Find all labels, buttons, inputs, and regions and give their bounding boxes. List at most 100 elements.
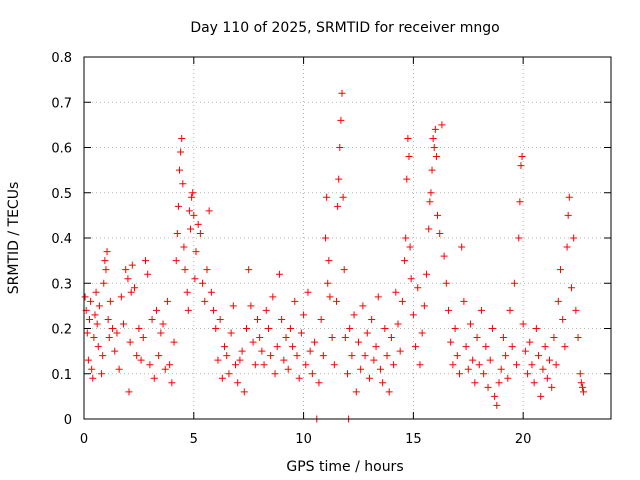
data-point	[495, 379, 503, 387]
data-point	[102, 266, 110, 274]
data-point	[350, 311, 358, 319]
data-point	[374, 293, 382, 301]
data-point	[135, 325, 143, 332]
data-point	[436, 229, 444, 237]
data-point	[84, 356, 92, 364]
data-point	[150, 374, 158, 382]
data-point	[565, 193, 573, 201]
data-point	[404, 134, 412, 142]
data-point	[513, 361, 521, 369]
data-point	[300, 311, 308, 319]
data-point	[199, 279, 207, 287]
x-tick-label: 20	[515, 432, 532, 447]
data-point	[473, 334, 481, 342]
data-point	[229, 302, 237, 310]
data-point	[181, 266, 189, 274]
data-point	[385, 388, 393, 396]
data-point	[458, 243, 466, 251]
data-point	[95, 302, 103, 310]
data-point	[379, 379, 387, 387]
data-point	[482, 343, 490, 351]
data-point	[190, 211, 198, 219]
data-point	[90, 334, 98, 342]
data-point	[221, 343, 229, 351]
data-point	[207, 288, 215, 296]
y-tick-label: 0.4	[51, 232, 72, 247]
data-point	[311, 338, 319, 346]
data-point	[322, 234, 330, 242]
data-point	[201, 297, 209, 305]
data-point	[306, 347, 314, 355]
data-point	[174, 202, 182, 210]
data-point	[338, 89, 346, 97]
data-point	[340, 266, 348, 274]
y-tick-label: 0.1	[51, 368, 72, 383]
data-point	[469, 356, 477, 364]
data-point	[445, 306, 453, 314]
data-point	[100, 279, 108, 287]
data-point	[163, 297, 171, 305]
data-point	[92, 288, 100, 296]
data-point	[480, 370, 488, 378]
data-point	[348, 352, 356, 360]
data-point	[88, 365, 96, 373]
data-point	[567, 284, 575, 292]
data-point	[278, 315, 286, 323]
y-tick-label: 0.6	[51, 142, 72, 157]
data-point	[227, 329, 235, 337]
data-point	[442, 279, 450, 287]
data-point	[249, 338, 257, 346]
data-point	[177, 148, 185, 156]
data-point	[488, 325, 496, 332]
data-point	[564, 211, 572, 219]
x-tick-label: 15	[405, 432, 422, 447]
y-tick-label: 0.8	[51, 51, 72, 66]
data-point	[341, 334, 349, 342]
data-points	[81, 89, 588, 423]
data-point	[434, 211, 442, 219]
data-point	[407, 275, 415, 283]
data-point	[497, 365, 505, 373]
data-point	[157, 329, 165, 337]
data-point	[381, 325, 389, 332]
data-point	[552, 361, 560, 369]
data-point	[335, 175, 343, 183]
data-point	[260, 361, 268, 369]
data-point	[406, 243, 414, 251]
data-point	[484, 383, 492, 391]
data-point	[516, 198, 524, 206]
data-point	[354, 338, 362, 346]
data-point	[91, 311, 99, 319]
data-point	[176, 166, 184, 174]
data-point	[103, 248, 111, 256]
data-point	[144, 270, 152, 278]
data-point	[186, 225, 194, 233]
data-point	[574, 334, 582, 342]
data-point	[515, 234, 523, 242]
data-point	[475, 361, 483, 369]
data-point	[506, 306, 514, 314]
data-point	[416, 361, 424, 369]
data-point	[502, 352, 510, 360]
data-point	[191, 275, 199, 283]
data-point	[464, 365, 472, 373]
data-point	[291, 297, 299, 305]
data-point	[289, 343, 297, 351]
data-point	[245, 266, 253, 274]
data-point	[462, 343, 470, 351]
data-point	[572, 306, 580, 314]
data-point	[493, 401, 501, 409]
data-point	[315, 379, 323, 387]
data-point	[304, 288, 312, 296]
data-point	[359, 302, 367, 310]
data-point	[548, 383, 556, 391]
data-point	[570, 234, 578, 242]
data-point	[178, 134, 186, 142]
data-point	[189, 189, 197, 197]
data-point	[253, 315, 261, 323]
data-point	[308, 370, 316, 378]
data-point	[210, 306, 218, 314]
data-point	[580, 388, 588, 396]
data-point	[256, 334, 264, 342]
